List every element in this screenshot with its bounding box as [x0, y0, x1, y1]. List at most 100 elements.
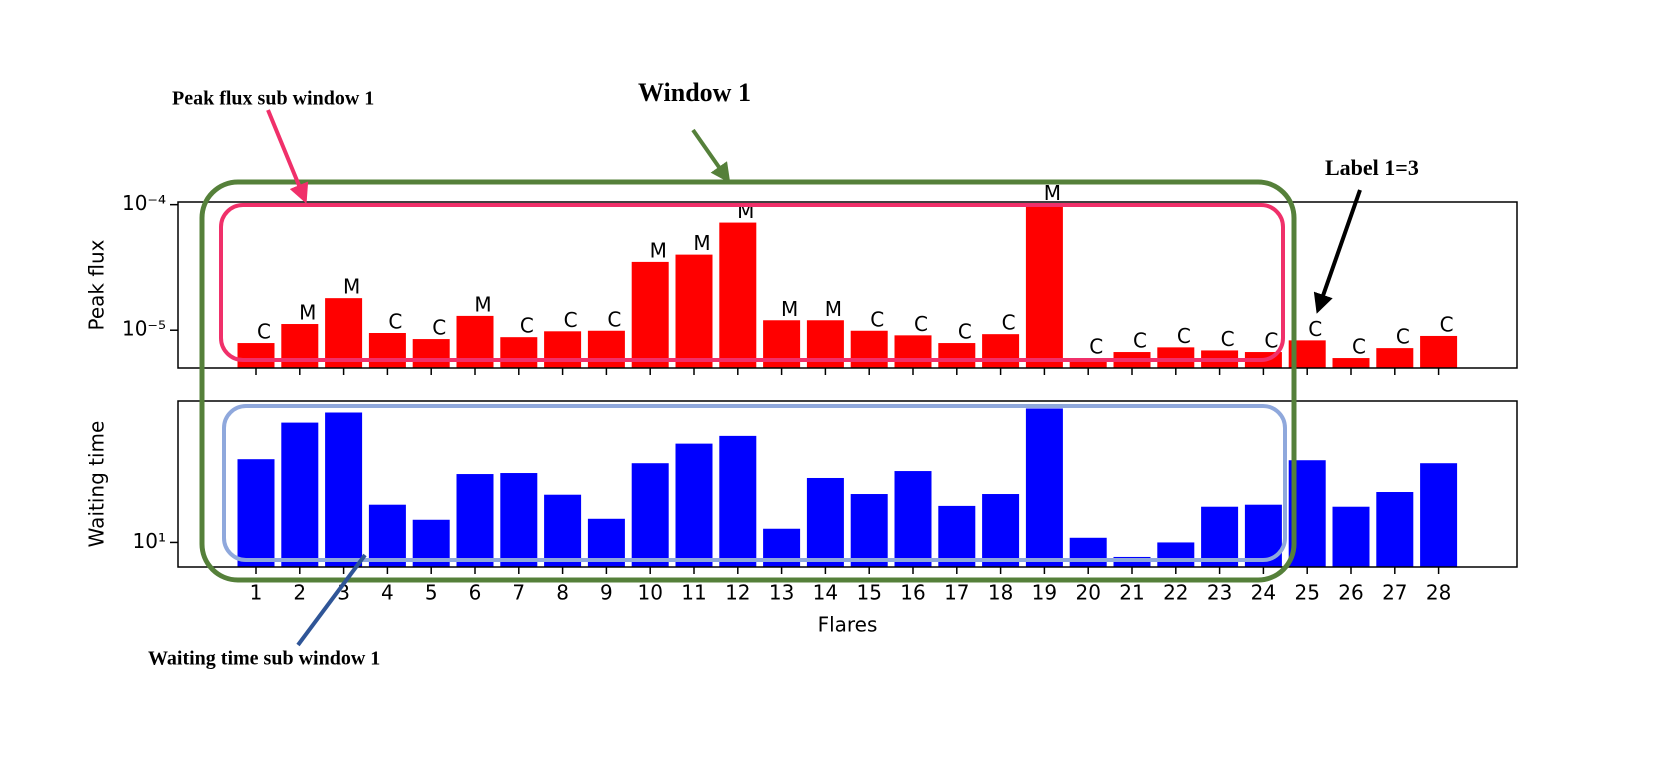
bar: [544, 494, 582, 567]
window-box: [199, 179, 1297, 583]
bar-label: C: [1133, 329, 1147, 353]
bar-label: C: [1396, 325, 1410, 349]
bar: [675, 443, 713, 567]
bar: [719, 435, 757, 567]
bar-label: M: [650, 238, 667, 262]
x-tick-label: 4: [381, 581, 394, 605]
bar: [631, 261, 669, 368]
x-tick-label: 5: [425, 581, 438, 605]
y-axis-label: Waiting time: [85, 421, 109, 548]
bar: [325, 298, 363, 368]
x-tick-label: 28: [1426, 581, 1451, 605]
annotation: Peak flux sub window 1: [172, 88, 374, 110]
annotation: Window 1: [638, 78, 751, 107]
arrow: [1313, 189, 1362, 314]
bar-label: C: [520, 314, 534, 338]
x-tick-label: 23: [1207, 581, 1232, 605]
x-tick-label: 12: [725, 581, 750, 605]
bar-label: M: [1044, 181, 1061, 205]
bar: [982, 334, 1020, 368]
bar-label: C: [564, 308, 578, 332]
bar: [1025, 408, 1063, 567]
bar: [631, 463, 669, 567]
bar: [894, 335, 932, 368]
bar-label: C: [1264, 329, 1278, 353]
bar: [544, 331, 582, 368]
bar-label: M: [781, 297, 798, 321]
bar-label: C: [1308, 317, 1322, 341]
bar: [412, 339, 450, 368]
x-tick-label: 20: [1075, 581, 1100, 605]
y-tick-label: 10¹: [133, 529, 166, 553]
bar: [237, 459, 275, 567]
y-axis-label: Peak flux: [85, 239, 109, 330]
bar: [1201, 506, 1239, 567]
bar-label: M: [474, 292, 491, 316]
bar: [500, 473, 538, 567]
bar-label: M: [693, 231, 710, 255]
bar-label: C: [1089, 335, 1103, 359]
bar: [719, 222, 757, 368]
bar: [500, 337, 538, 368]
bar: [1069, 358, 1107, 368]
bar: [1376, 348, 1414, 368]
bar-label: C: [388, 310, 402, 334]
bar: [281, 422, 319, 567]
x-tick-label: 11: [681, 581, 706, 605]
bar: [325, 412, 363, 567]
bar: [368, 333, 406, 368]
bar-label: C: [958, 320, 972, 344]
bar: [1332, 358, 1370, 368]
bar: [1332, 506, 1370, 567]
x-tick-label: 26: [1338, 581, 1363, 605]
x-tick-label: 27: [1382, 581, 1407, 605]
bar-label: C: [1440, 312, 1454, 336]
bar: [456, 474, 494, 567]
bar: [675, 254, 713, 368]
x-tick-label: 6: [469, 581, 482, 605]
annotation: Waiting time sub window 1: [148, 648, 380, 670]
x-tick-label: 1: [250, 581, 263, 605]
x-tick-label: 19: [1032, 581, 1057, 605]
bar-label: C: [607, 307, 621, 331]
axes-frame: [177, 201, 1518, 369]
x-tick-label: 7: [512, 581, 525, 605]
bar-label: M: [825, 297, 842, 321]
bar: [806, 477, 844, 567]
axes-frame: [177, 400, 1518, 568]
x-tick-label: 18: [988, 581, 1013, 605]
bar-label: C: [1352, 335, 1366, 359]
bar: [1420, 463, 1458, 567]
x-tick-label: 9: [600, 581, 613, 605]
annotation-layer: Peak flux sub window 1 Window 1 Label 1=…: [148, 78, 1419, 670]
bar: [850, 330, 888, 368]
arrow: [266, 109, 309, 204]
bar-label: C: [1177, 324, 1191, 348]
bar: [894, 471, 932, 567]
bar-label: C: [432, 316, 446, 340]
bar: [368, 504, 406, 567]
x-tick-label: 17: [944, 581, 969, 605]
bar: [1376, 492, 1414, 567]
bar: [1069, 537, 1107, 567]
x-tick-label: 16: [900, 581, 925, 605]
bar-label: M: [299, 301, 316, 325]
bar-label: C: [1221, 327, 1235, 351]
bar: [982, 494, 1020, 567]
bar: [1157, 347, 1195, 368]
arrow: [296, 553, 367, 647]
x-tick-label: 13: [769, 581, 794, 605]
bar-label: C: [914, 312, 928, 336]
bar-label: C: [870, 307, 884, 331]
bar: [1420, 335, 1458, 368]
bar: [938, 343, 976, 368]
bar: [1157, 542, 1195, 567]
x-tick-label: 15: [856, 581, 881, 605]
x-axis-label: Flares: [818, 613, 878, 637]
x-tick-label: 22: [1163, 581, 1188, 605]
x-tick-label: 2: [293, 581, 306, 605]
bar: [850, 494, 888, 567]
arrow: [691, 128, 731, 184]
